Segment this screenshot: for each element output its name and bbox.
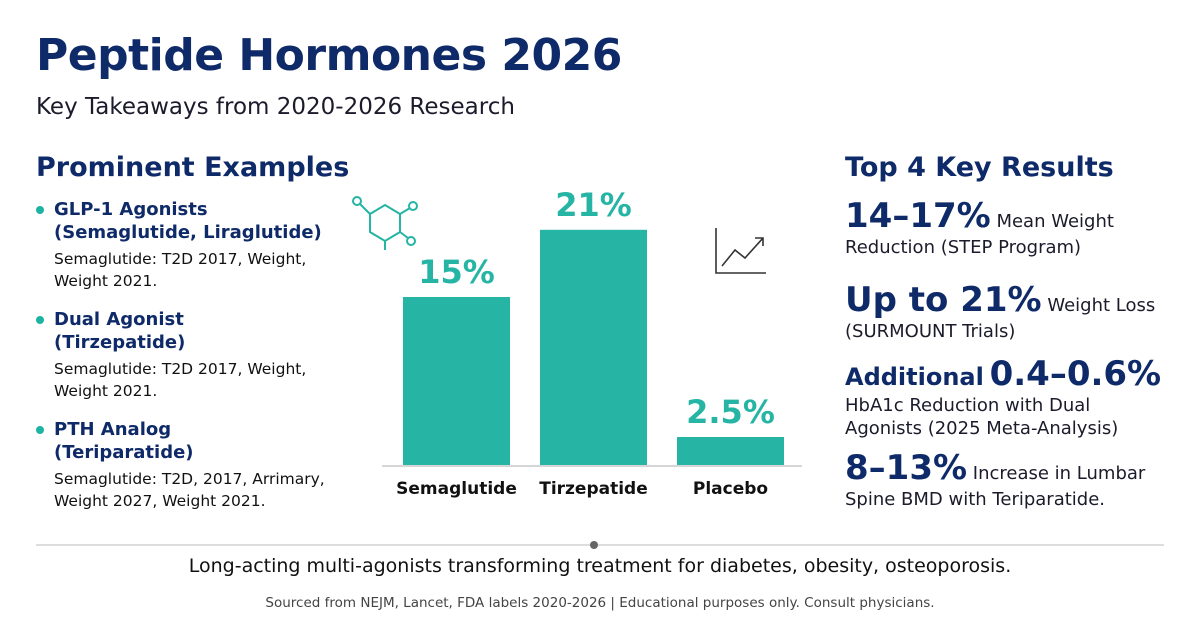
- example-detail: Semaglutide: T2D 2017, Weight, Weight 20…: [54, 250, 307, 290]
- example-name-line: PTH Analog: [54, 419, 172, 440]
- example-name-line: (Semaglutide, Liraglutide): [54, 222, 322, 243]
- molecule-icon: [352, 196, 418, 250]
- bullet: [36, 206, 44, 214]
- example-item: PTH Analog (Teriparatide) Semaglutide: T2D…: [36, 418, 366, 512]
- value-label: 2.5%: [686, 393, 775, 431]
- source-note: Sourced from NEJM, Lancet, FDA labels 20…: [265, 595, 935, 611]
- bar: [677, 437, 784, 465]
- bullet: [36, 426, 44, 434]
- example-detail: Semaglutide: T2D, 2017, Arrimary, Weight…: [54, 470, 325, 510]
- example-name: Dual Agonist (Tirzepatide): [36, 308, 366, 354]
- example-item: GLP-1 Agonists (Semaglutide, Liraglutide)…: [36, 198, 366, 292]
- subtitle: Key Takeaways from 2020-2026 Research: [36, 94, 515, 120]
- category-label: Semaglutide: [396, 479, 517, 499]
- result-highlight: 8–13%: [845, 448, 968, 488]
- example-detail: Semaglutide: T2D 2017, Weight, Weight 20…: [54, 360, 307, 400]
- value-label: 21%: [555, 186, 632, 224]
- example-name-line: GLP-1 Agonists: [54, 199, 208, 220]
- result-highlight: Up to 21%: [845, 280, 1042, 320]
- result-text: Weight Loss (SURMOUNT Trials): [845, 295, 1156, 342]
- example-name-line: Dual Agonist: [54, 309, 184, 330]
- trend-icon: [715, 228, 766, 274]
- category-label: Tirzepatide: [539, 479, 648, 499]
- result-text: Mean Weight Reduction (STEP Program): [845, 211, 1114, 258]
- result-item: 14–17% Mean Weight Reduction (STEP Progr…: [845, 196, 1165, 259]
- category-label: Placebo: [693, 479, 768, 499]
- bar: [403, 297, 510, 465]
- result-text: Increase in Lumbar Spine BMD with Teripa…: [845, 463, 1146, 510]
- bar: [540, 229, 647, 465]
- result-item: Additional 0.4–0.6% HbA1c Reduction with…: [845, 354, 1165, 440]
- result-highlight: 0.4–0.6%: [989, 354, 1162, 394]
- value-label: 15%: [418, 253, 495, 291]
- section-heading: Top 4 Key Results: [845, 152, 1114, 183]
- result-prefix: Additional: [845, 363, 984, 391]
- example-item: Dual Agonist (Tirzepatide) Semaglutide: T2…: [36, 308, 366, 402]
- example-name-line: (Teriparatide): [54, 442, 194, 463]
- example-name: PTH Analog (Teriparatide): [36, 418, 366, 464]
- result-item: 8–13% Increase in Lumbar Spine BMD with …: [845, 448, 1165, 511]
- example-name-line: (Tirzepatide): [54, 332, 186, 353]
- title: Peptide Hormones 2026: [36, 30, 622, 81]
- section-heading: Prominent Examples: [36, 152, 350, 183]
- tagline: Long-acting multi-agonists transforming …: [188, 555, 1012, 577]
- result-item: Up to 21% Weight Loss (SURMOUNT Trials): [845, 280, 1165, 343]
- result-highlight: 14–17%: [845, 196, 991, 236]
- result-text: HbA1c Reduction with Dual Agonists (2025…: [845, 395, 1119, 439]
- example-name: GLP-1 Agonists (Semaglutide, Liraglutide): [36, 198, 366, 244]
- bullet: [36, 316, 44, 324]
- divider-dot: [590, 541, 598, 549]
